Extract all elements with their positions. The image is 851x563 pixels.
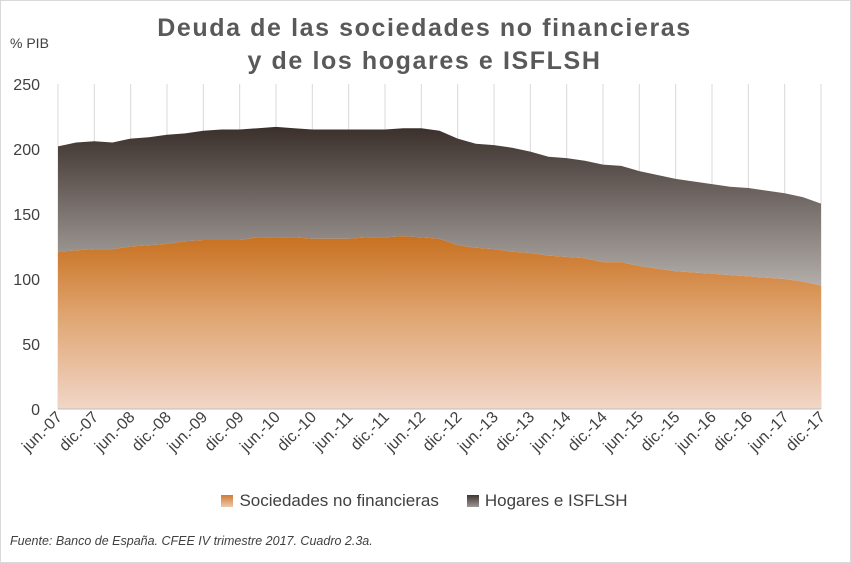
y-tick-label: 200 [13,142,40,159]
legend-item-hogares: Hogares e ISFLSH [466,491,628,511]
y-tick-label: 150 [13,207,40,224]
x-tick-label: jun.-17 [745,409,792,456]
y-tick-label: 0 [31,402,40,419]
y-tick-label: 50 [22,337,40,354]
x-tick-label: jun.-09 [164,409,211,456]
x-tick-label: dic.-10 [274,409,320,455]
legend-swatch-sociedades [221,495,234,507]
x-tick-label: jun.-16 [673,409,720,456]
x-tick-label: jun.-13 [455,409,502,456]
y-tick-label: 250 [13,77,40,94]
source-note: Fuente: Banco de España. CFEE IV trimest… [10,534,373,548]
area-chart-plot: 050100150200250jun.-07dic.-07jun.-08dic.… [13,77,829,456]
chart-title: Deuda de las sociedades no financieras [157,14,692,42]
legend-label-hogares: Hogares e ISFLSH [484,491,628,510]
x-tick-label: jun.-14 [527,409,574,456]
x-tick-label: jun.-12 [382,409,429,456]
legend: Sociedades no financieras Hogares e ISFL… [0,491,849,511]
legend-item-sociedades: Sociedades no financieras [221,491,439,511]
x-tick-label: jun.-07 [19,409,66,456]
chart-title-line2: y de los hogares e ISFLSH [247,47,602,75]
y-axis-unit-label: % PIB [10,35,49,51]
x-tick-label: jun.-11 [310,409,357,456]
x-tick-label: jun.-08 [91,409,138,456]
x-tick-label: jun.-10 [237,409,284,456]
x-tick-label: dic.-17 [783,409,829,455]
legend-swatch-hogares [466,495,479,507]
y-tick-label: 100 [13,272,40,289]
series-area-sociedades [58,236,821,409]
x-tick-label: jun.-15 [600,409,647,456]
series-area-hogares [58,126,821,286]
legend-label-sociedades: Sociedades no financieras [239,491,439,510]
